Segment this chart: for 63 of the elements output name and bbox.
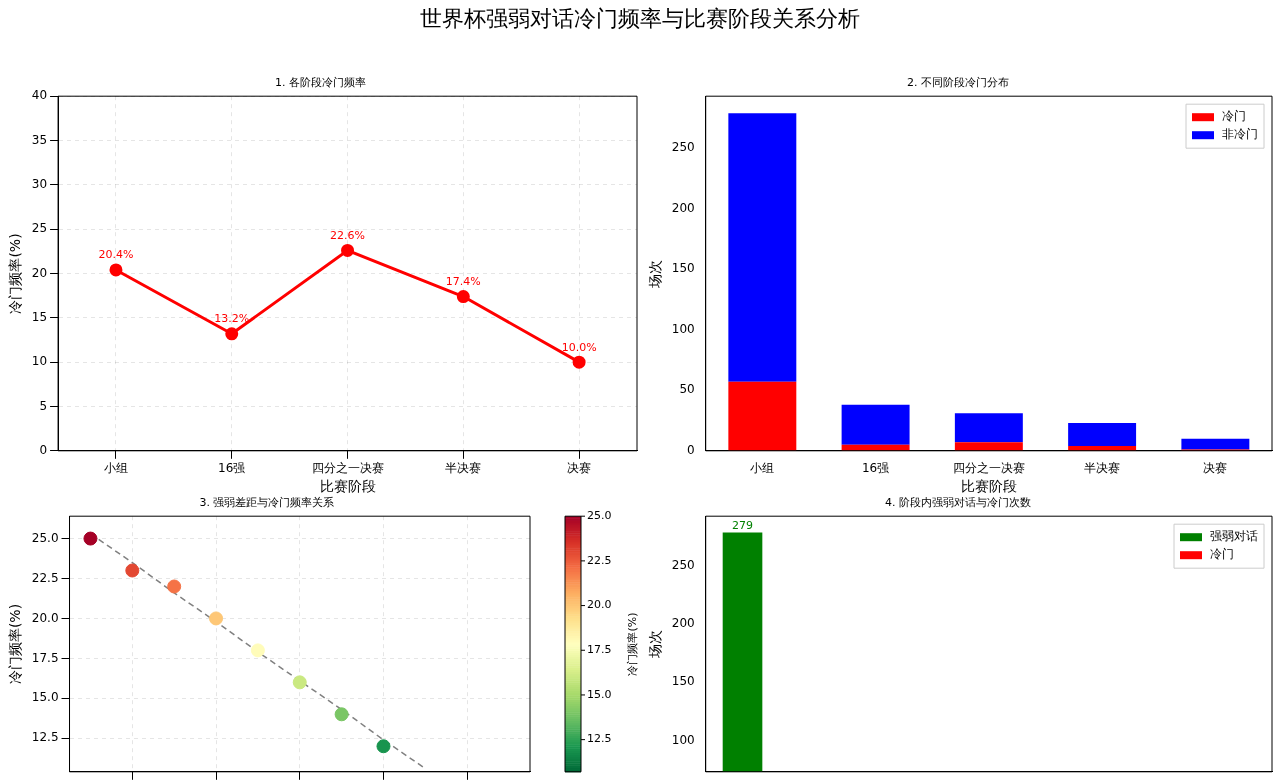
y-tick-label: 50 [679,382,695,397]
x-tick-label: 16强 [218,461,246,476]
y-tick-label: 15.0 [31,690,59,705]
y-axis-title: 冷门频率(%) [7,233,24,314]
y-tick-label: 250 [671,558,695,573]
y-axis-title: 场次 [647,259,664,289]
y-tick-label: 200 [671,616,695,631]
x-tick-label: 半决赛 [1084,461,1121,476]
color-bar-title: 冷门频率(%) [625,612,639,676]
data-label: 10.0% [561,340,597,354]
legend-label: 强弱对话 [1210,529,1258,544]
y-tick-label: 5 [39,398,48,413]
y-tick-label: 22.5 [31,570,59,585]
y-axis-title: 场次 [647,630,664,659]
legend-label: 冷门 [1222,109,1246,124]
y-tick-label: 17.5 [31,650,59,665]
x-tick-label: 四分之一决赛 [311,461,384,476]
color-bar-label: 12.5 [587,732,612,746]
color-bar-label: 15.0 [587,687,612,701]
data-label: 20.4% [98,248,134,262]
y-tick-label: 0 [687,442,695,457]
y-tick-label: 25.0 [31,530,59,545]
y-tick-label: 40 [31,88,48,103]
chart-title: 1. 各阶段冷门频率 [275,76,366,90]
y-tick-label: 0 [39,442,48,457]
x-tick-label: 四分之一决赛 [952,461,1025,476]
color-bar-label: 17.5 [587,643,612,657]
x-axis-title: 比赛阶段 [319,478,376,495]
text: 世界杯强弱对话冷门频率与比赛阶段关系分析 [419,5,861,33]
x-tick-label: 16强 [861,461,890,476]
y-tick-label: 20.0 [31,610,59,625]
chart-title: 3. 强弱差距与冷门频率关系 [199,496,335,510]
y-tick-label: 25 [31,221,48,236]
color-bar-label: 20.0 [587,598,612,612]
y-axis-title: 冷门频率(%) [7,603,24,685]
data-label: 22.6% [330,228,366,242]
y-tick-label: 150 [671,674,695,689]
color-bar-label: 25.0 [587,509,612,523]
y-tick-label: 150 [671,261,695,276]
y-tick-label: 35 [31,132,48,147]
y-tick-label: 10 [31,354,48,369]
y-tick-label: 20 [31,265,48,280]
y-tick-label: 12.5 [31,730,59,745]
y-tick-label: 250 [671,140,695,155]
y-tick-label: 200 [671,200,695,215]
legend-label: 非冷门 [1222,127,1258,142]
color-bar-label: 22.5 [587,553,612,567]
y-tick-label: 100 [671,321,695,336]
x-tick-label: 决赛 [1203,461,1228,476]
x-tick-label: 半决赛 [445,461,482,476]
x-tick-label: 小组 [750,461,775,476]
data-label: 279 [732,518,754,532]
x-tick-label: 决赛 [567,461,592,476]
y-tick-label: 30 [31,176,48,191]
legend-label: 冷门 [1210,547,1234,562]
chart-title: 4. 阶段内强弱对话与冷门次数 [885,496,1031,510]
y-tick-label: 100 [671,732,695,747]
data-label: 17.4% [445,274,481,288]
x-axis-title: 比赛阶段 [960,478,1017,495]
y-tick-label: 15 [31,309,48,324]
x-tick-label: 小组 [103,461,128,476]
chart-title: 2. 不同阶段冷门分布 [907,76,1009,90]
data-label: 13.2% [214,312,250,326]
